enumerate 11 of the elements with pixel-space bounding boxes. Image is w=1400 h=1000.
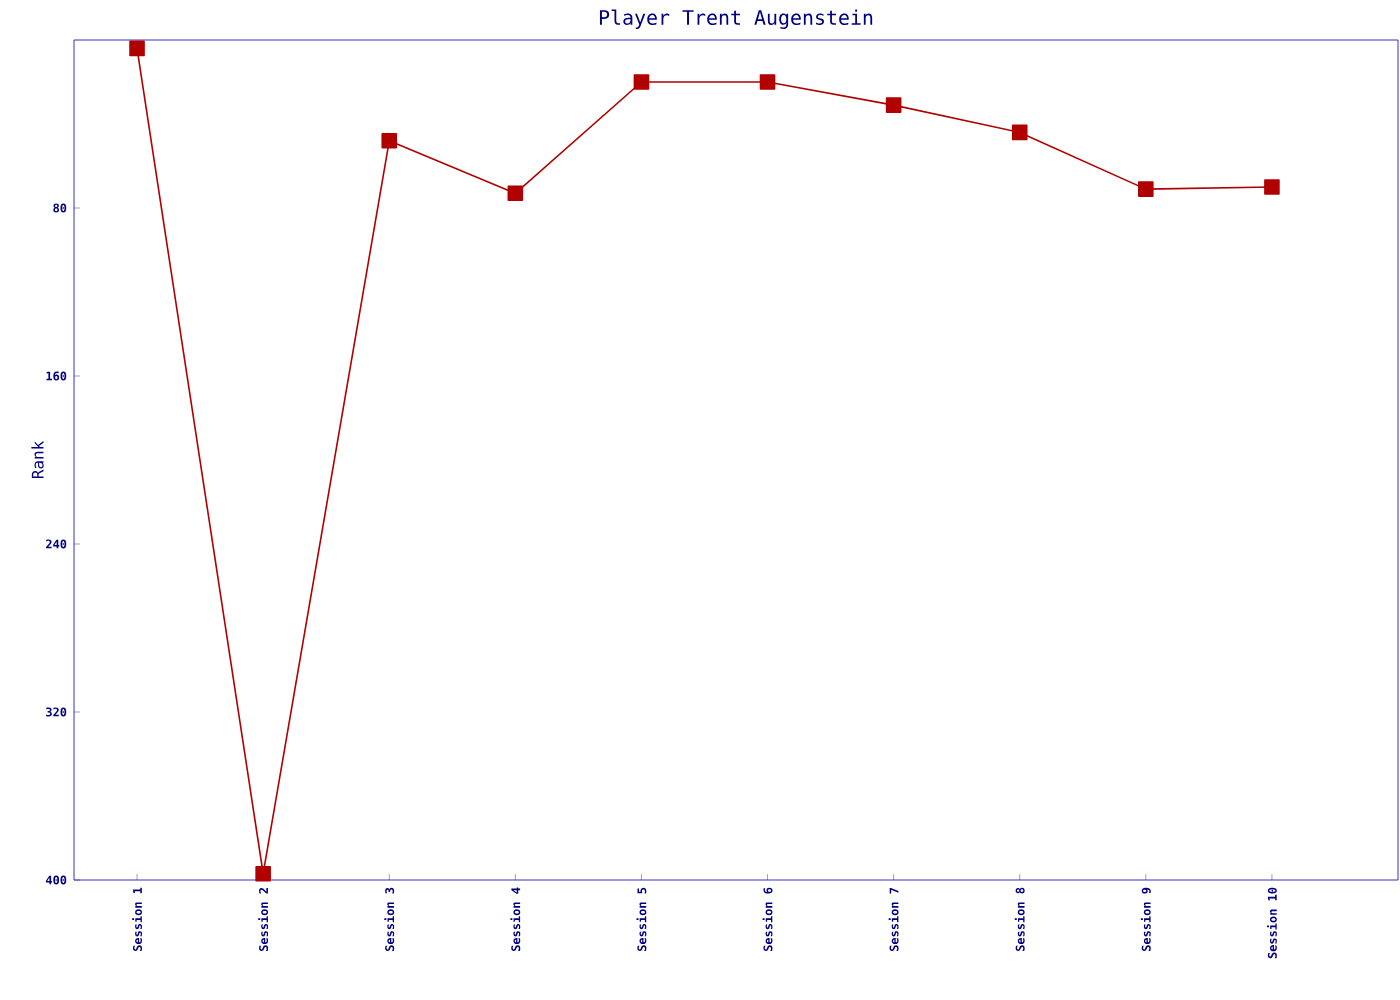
point <box>381 133 398 149</box>
chart-title: Player Trent Augenstein <box>599 9 873 30</box>
point <box>255 865 271 882</box>
point <box>507 185 524 202</box>
point <box>1264 179 1280 195</box>
point <box>885 97 902 113</box>
point <box>759 74 776 90</box>
point <box>129 40 145 57</box>
point <box>1138 181 1154 197</box>
point <box>1011 124 1028 141</box>
point <box>633 74 650 90</box>
